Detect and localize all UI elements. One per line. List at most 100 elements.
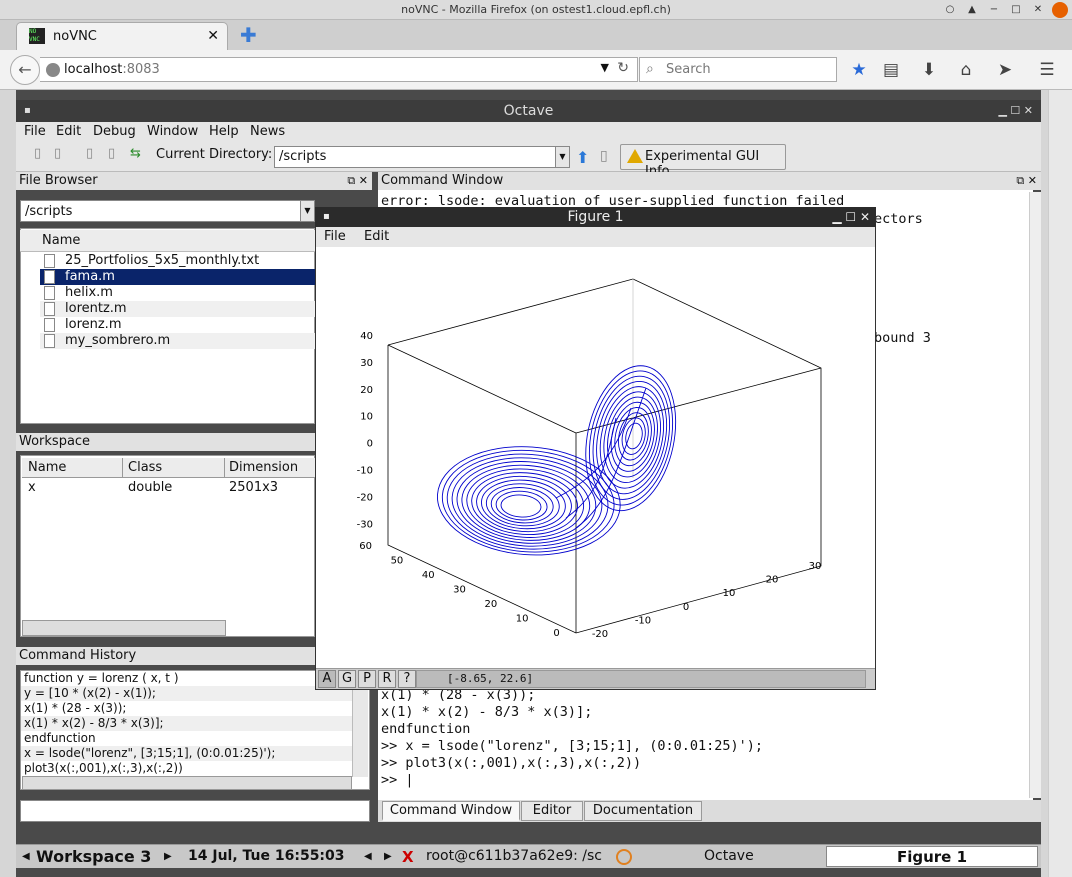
paste-icon[interactable]: ▯ [108, 146, 116, 161]
next-workspace-icon[interactable]: ▶ [164, 851, 172, 862]
url-bar[interactable]: localhost:8083 ▼ ↻ [40, 57, 638, 82]
attractor-left-loop [490, 487, 554, 524]
file-row[interactable]: lorentz.m [40, 301, 315, 317]
open-file-icon[interactable]: ▯ [54, 146, 62, 161]
task-next-icon[interactable]: ▶ [384, 851, 392, 862]
ws-var-name[interactable]: x [28, 480, 36, 495]
copy-icon[interactable]: ▯ [86, 146, 94, 161]
download-icon[interactable]: ⬇ [921, 60, 937, 80]
tab-novnc[interactable]: NO VNC noVNC ✕ [16, 22, 228, 50]
lorenz-plot[interactable]: 40 30 20 10 0 -10 -20 -30 60 50 40 30 20 10 0 -20 -10 0… [316, 248, 875, 668]
menu-help[interactable]: Help [209, 124, 239, 139]
workspace-hscrollbar[interactable] [22, 620, 226, 636]
task-figure[interactable]: Figure 1 [826, 846, 1038, 867]
fig-btn-help[interactable]: ? [398, 670, 416, 688]
file-list[interactable] [20, 228, 315, 424]
reading-list-icon[interactable]: ▤ [882, 60, 900, 80]
menu-news[interactable]: News [250, 124, 286, 139]
file-browser-title: File Browser ⧉ ✕ [16, 172, 372, 190]
window-menu-icon[interactable]: ▪ [24, 105, 31, 116]
ws-col-class[interactable]: Class [128, 460, 163, 475]
menu-window[interactable]: Window [147, 124, 199, 139]
pane-controls-icon[interactable]: ⧉ ✕ [347, 174, 368, 187]
history-filter-input[interactable] [20, 800, 370, 822]
desktop-taskbar: ◀ Workspace 3 ▶ 14 Jul, Tue 16:55:03 ◀ ▶… [16, 844, 1041, 868]
file-row[interactable]: my_sombrero.m [40, 333, 315, 349]
file-row[interactable]: helix.m [40, 285, 315, 301]
history-vscrollbar[interactable] [352, 672, 368, 777]
hamburger-menu-icon[interactable]: ☰ [1039, 60, 1055, 80]
experimental-gui-info-button[interactable]: Experimental GUI Info [620, 144, 786, 179]
attractor-right-loop [585, 365, 677, 512]
minimize-icon[interactable]: − [989, 4, 999, 15]
ws-col-dimension[interactable]: Dimension [229, 460, 299, 475]
new-file-icon[interactable]: ▯ [34, 146, 42, 161]
fig-btn-pan[interactable]: P [358, 670, 376, 688]
file-row[interactable]: 25_Portfolios_5x5_monthly.txt [40, 253, 315, 269]
undo-icon[interactable]: ⇆ [130, 146, 141, 161]
pane-controls-icon[interactable]: ⧉ ✕ [1016, 174, 1037, 187]
console-vscrollbar[interactable] [1029, 192, 1041, 798]
workspace-table[interactable] [20, 455, 315, 637]
task-octave[interactable]: Octave [704, 848, 754, 864]
name-column-header: Name [42, 233, 81, 248]
task-terminal[interactable]: root@c611b37a62e9: /sc [426, 848, 602, 864]
current-directory-combo[interactable]: /scripts ▼ [274, 146, 570, 168]
file-browser-path-combo[interactable]: /scripts ▼ [20, 200, 315, 222]
ws-col-name[interactable]: Name [28, 460, 67, 475]
task-prev-icon[interactable]: ◀ [364, 851, 372, 862]
up-arrow-icon[interactable]: ▲ [968, 4, 976, 15]
history-entry[interactable]: function y = lorenz ( x, t ) [24, 671, 179, 685]
file-list-header[interactable]: Name [20, 230, 315, 252]
octave-menu-bar: File Edit Debug Window Help News [16, 122, 1041, 142]
figure-window [315, 207, 876, 690]
history-entry[interactable]: endfunction [24, 731, 96, 745]
chevron-down-icon[interactable]: ▼ [300, 201, 314, 221]
back-button[interactable]: ← [10, 55, 40, 85]
home-icon[interactable]: ⌂ [960, 60, 972, 80]
new-tab-button[interactable]: ✚ [240, 23, 257, 47]
figure-window-controls[interactable]: ▁ ☐ ✕ [832, 210, 870, 224]
ws-var-class: double [128, 480, 173, 495]
chevron-down-icon[interactable]: ▼ [555, 147, 569, 167]
browse-folder-icon[interactable]: ▯ [600, 148, 608, 164]
tab-editor[interactable]: Editor [521, 801, 583, 821]
history-entry[interactable]: x(1) * x(2) - 8/3 * x(3)]; [21, 716, 352, 731]
octave-window-controls[interactable]: ▁ ☐ ✕ [998, 104, 1033, 117]
fig-btn-grid[interactable]: G [338, 670, 356, 688]
bookmark-star-icon[interactable]: ★ [851, 60, 867, 80]
fig-btn-autoscale[interactable]: A [318, 670, 336, 688]
prev-workspace-icon[interactable]: ◀ [22, 851, 30, 862]
menu-file[interactable]: File [24, 124, 46, 139]
reload-icon[interactable]: ↻ [617, 60, 629, 76]
up-directory-icon[interactable]: ⬆ [576, 148, 590, 167]
console-fragment: ectors [874, 211, 923, 227]
page-scrollbar[interactable] [1048, 90, 1072, 877]
fig-btn-rotate[interactable]: R [378, 670, 396, 688]
z-tick-label: 40 [360, 331, 373, 342]
window-menu-icon[interactable]: ▪ [323, 211, 330, 222]
figure-menu-file[interactable]: File [324, 229, 346, 244]
history-entry[interactable]: y = [10 * (x(2) - x(1)); [21, 686, 352, 701]
tab-documentation[interactable]: Documentation [584, 801, 702, 821]
tab-command-window[interactable]: Command Window [382, 801, 520, 821]
history-entry[interactable]: x = lsode("lorenz", [3;15;1], (0:0.01:25… [21, 746, 352, 761]
menu-edit[interactable]: Edit [56, 124, 82, 139]
close-icon[interactable]: ✕ [1033, 4, 1043, 15]
figure-title-bar[interactable]: ▪ Figure 1 ▁ ☐ ✕ [315, 207, 876, 227]
history-entry[interactable]: plot3(x(:,001),x(:,3),x(:,2)) [24, 761, 183, 775]
circle-icon[interactable]: ○ [945, 4, 955, 15]
share-icon[interactable]: ➤ [997, 60, 1013, 80]
file-row[interactable]: lorenz.m [40, 317, 315, 333]
history-entry[interactable]: x(1) * (28 - x(3)); [24, 701, 127, 715]
history-hscrollbar[interactable] [22, 776, 352, 790]
menu-debug[interactable]: Debug [93, 124, 136, 139]
search-input[interactable]: ⌕ Search [639, 57, 837, 82]
maximize-icon[interactable]: □ [1011, 4, 1021, 15]
workspace-label[interactable]: Workspace 3 [36, 847, 152, 866]
figure-menu-edit[interactable]: Edit [364, 229, 390, 244]
url-dropdown-icon[interactable]: ▼ [600, 61, 609, 74]
file-row[interactable]: fama.m [40, 269, 315, 285]
attractor-left-loop [466, 468, 585, 538]
tab-close-icon[interactable]: ✕ [207, 28, 219, 44]
